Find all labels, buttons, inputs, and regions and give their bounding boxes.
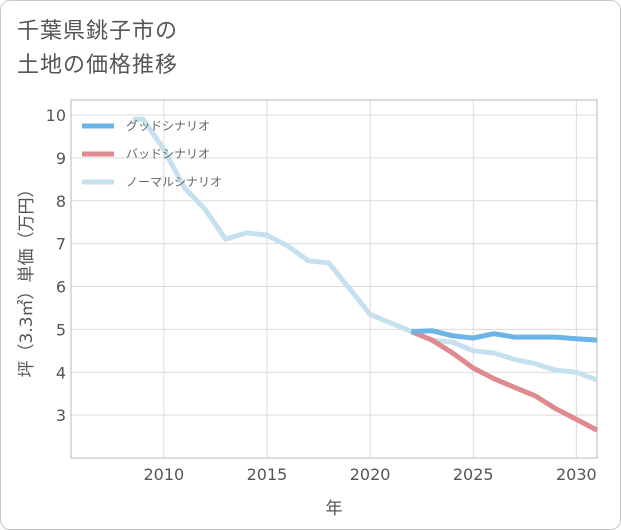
tick-labels: 3 4 5 6 7 8 9 10 2010 2015 2020 2025 2030	[46, 106, 597, 484]
y-tick-label: 6	[56, 278, 66, 297]
series-group	[132, 116, 599, 433]
series-line	[410, 329, 599, 433]
y-tick-label: 9	[56, 149, 66, 168]
legend-label: バッドシナリオ	[126, 147, 210, 161]
legend-label: ノーマルシナリオ	[126, 175, 222, 189]
x-tick-label: 2030	[556, 465, 597, 484]
series-line	[132, 116, 598, 383]
x-tick-label: 2010	[143, 465, 184, 484]
y-axis-label: 坪（3.3㎡）単価（万円）	[17, 180, 37, 377]
plot-frame	[70, 99, 598, 459]
series-line	[411, 328, 598, 343]
y-tick-label: 8	[56, 192, 66, 211]
y-tick-label: 5	[56, 320, 66, 339]
legend-label: グッドシナリオ	[126, 119, 210, 133]
x-tick-label: 2020	[350, 465, 391, 484]
x-axis-label: 年	[326, 499, 343, 519]
grid	[71, 100, 597, 458]
y-tick-label: 4	[56, 363, 66, 382]
y-tick-label: 10	[46, 106, 66, 125]
x-tick-label: 2025	[453, 465, 494, 484]
y-tick-label: 7	[56, 235, 66, 254]
y-tick-label: 3	[56, 406, 66, 425]
x-tick-label: 2015	[247, 465, 288, 484]
chart-title: 千葉県銚子市の 土地の価格推移	[17, 19, 179, 78]
